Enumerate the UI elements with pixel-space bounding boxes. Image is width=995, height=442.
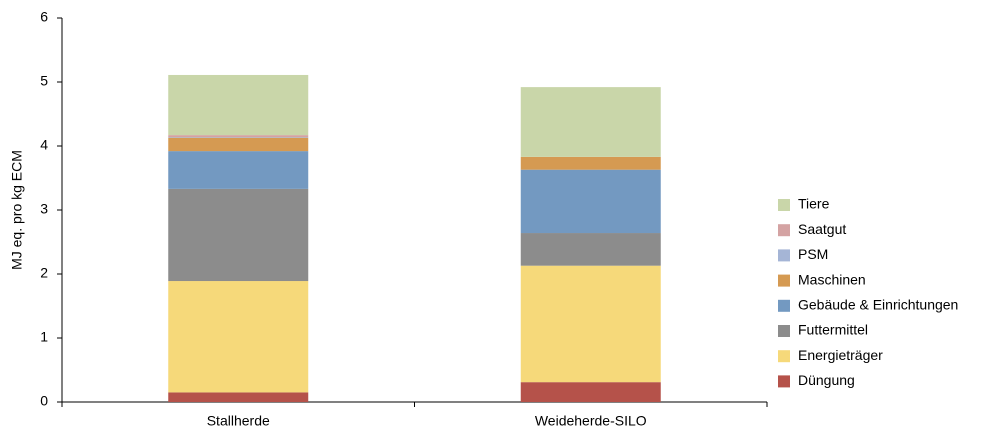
legend-label: PSM bbox=[798, 246, 828, 262]
legend-swatch bbox=[778, 199, 790, 211]
legend-swatch bbox=[778, 350, 790, 363]
bar-segment bbox=[520, 87, 661, 157]
y-tick-label: 4 bbox=[40, 137, 48, 153]
y-tick-label: 3 bbox=[40, 201, 48, 217]
y-axis-label: MJ eq. pro kg ECM bbox=[9, 150, 25, 270]
legend-swatch bbox=[778, 325, 790, 337]
y-tick-label: 2 bbox=[40, 265, 48, 281]
bar-segment bbox=[168, 135, 309, 138]
bar-segment bbox=[520, 265, 661, 383]
legend-swatch bbox=[778, 375, 790, 388]
legend-swatch bbox=[778, 299, 790, 312]
legend-label: Futtermittel bbox=[798, 322, 868, 338]
bar-segment bbox=[168, 137, 309, 152]
legend-swatch bbox=[778, 224, 790, 237]
bar-segment bbox=[520, 169, 661, 234]
legend-label: Gebäude & Einrichtungen bbox=[798, 297, 958, 313]
bar-segment bbox=[520, 233, 661, 266]
legend-label: Tiere bbox=[798, 196, 830, 212]
legend-label: Energieträger bbox=[798, 347, 883, 363]
legend-label: Düngung bbox=[798, 372, 855, 388]
y-tick-label: 6 bbox=[40, 9, 48, 25]
legend-label: Maschinen bbox=[798, 271, 866, 287]
bar-segment bbox=[168, 392, 309, 402]
bar-segment bbox=[168, 137, 309, 138]
legend-swatch bbox=[778, 249, 790, 262]
bar-segment bbox=[168, 188, 309, 282]
x-tick-label: Stallherde bbox=[207, 413, 270, 429]
bar-segment bbox=[168, 151, 309, 189]
legend-swatch bbox=[778, 274, 790, 287]
bar-segment bbox=[520, 382, 661, 402]
bar-segment bbox=[168, 74, 309, 136]
y-tick-label: 1 bbox=[40, 329, 48, 345]
bar-segment bbox=[168, 281, 309, 393]
bar-segment bbox=[520, 156, 661, 170]
y-tick-label: 0 bbox=[40, 393, 48, 409]
x-tick-label: Weideherde-SILO bbox=[535, 413, 647, 429]
legend-label: Saatgut bbox=[798, 221, 846, 237]
y-tick-label: 5 bbox=[40, 73, 48, 89]
